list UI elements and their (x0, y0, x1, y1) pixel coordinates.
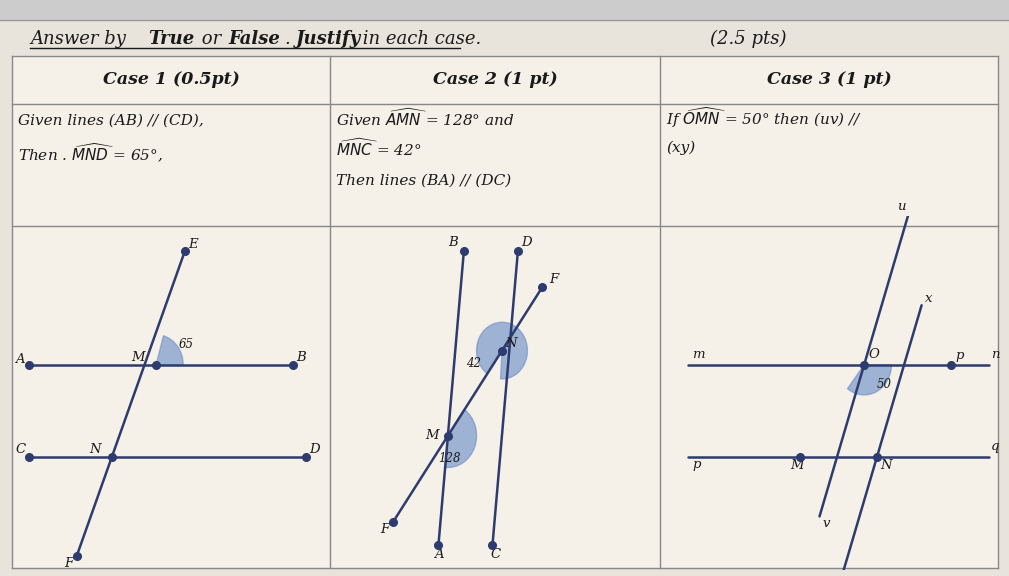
Bar (12, 56, 998, 568)
Text: N: N (880, 459, 892, 472)
Text: p: p (692, 457, 701, 471)
Text: 128: 128 (438, 452, 461, 465)
Text: m: m (692, 348, 705, 361)
Text: q: q (991, 440, 999, 453)
Text: in each case.: in each case. (357, 30, 481, 48)
Text: 65: 65 (179, 338, 194, 351)
Text: F: F (65, 556, 74, 570)
Wedge shape (848, 365, 891, 395)
Bar (0, 0, 1009, 20)
Text: F: F (380, 523, 389, 536)
Text: N: N (89, 444, 101, 456)
Text: 50: 50 (877, 378, 892, 391)
Text: M: M (425, 429, 438, 442)
Text: M: M (131, 351, 145, 364)
Text: v: v (822, 517, 830, 530)
Text: Case 3 (1 pt): Case 3 (1 pt) (767, 71, 891, 89)
Text: True: True (148, 30, 195, 48)
Text: Justify: Justify (296, 30, 361, 48)
Text: p: p (956, 350, 964, 362)
Text: B: B (296, 351, 306, 364)
Text: N: N (506, 337, 517, 350)
Text: D: D (521, 236, 532, 249)
Text: Then lines (BA) // (DC): Then lines (BA) // (DC) (336, 174, 512, 188)
Text: B: B (448, 236, 457, 249)
Text: Then . $\widehat{MND}$ = 65°,: Then . $\widehat{MND}$ = 65°, (18, 141, 162, 165)
Text: False: False (228, 30, 279, 48)
Text: x: x (925, 291, 932, 305)
Wedge shape (156, 336, 184, 365)
Text: Given $\widehat{AMN}$ = 128° and: Given $\widehat{AMN}$ = 128° and (336, 107, 515, 129)
Wedge shape (476, 323, 528, 379)
Wedge shape (445, 410, 476, 468)
Text: C: C (16, 444, 26, 456)
Text: or: or (196, 30, 227, 48)
Text: $\widehat{MNC}$ = 42°: $\widehat{MNC}$ = 42° (336, 137, 422, 159)
Text: C: C (490, 548, 500, 561)
Text: E: E (188, 238, 198, 251)
Text: A: A (14, 353, 24, 366)
Text: (2.5 pts): (2.5 pts) (710, 30, 786, 48)
Text: A: A (434, 548, 443, 561)
Text: If $\widehat{OMN}$ = 50° then (uv) //: If $\widehat{OMN}$ = 50° then (uv) // (666, 105, 862, 130)
Text: .: . (285, 30, 297, 48)
Text: n: n (991, 348, 999, 361)
Text: Case 2 (1 pt): Case 2 (1 pt) (433, 71, 557, 89)
Text: 42: 42 (466, 357, 481, 370)
Text: Answer by: Answer by (30, 30, 131, 48)
Text: D: D (309, 444, 319, 456)
Text: u: u (897, 200, 905, 213)
Text: Case 1 (0.5pt): Case 1 (0.5pt) (103, 71, 239, 89)
Text: M: M (790, 459, 803, 472)
Text: O: O (869, 348, 880, 361)
Text: Given lines (AB) // (CD),: Given lines (AB) // (CD), (18, 114, 204, 128)
Text: F: F (549, 274, 558, 286)
Text: (xy): (xy) (666, 141, 695, 155)
